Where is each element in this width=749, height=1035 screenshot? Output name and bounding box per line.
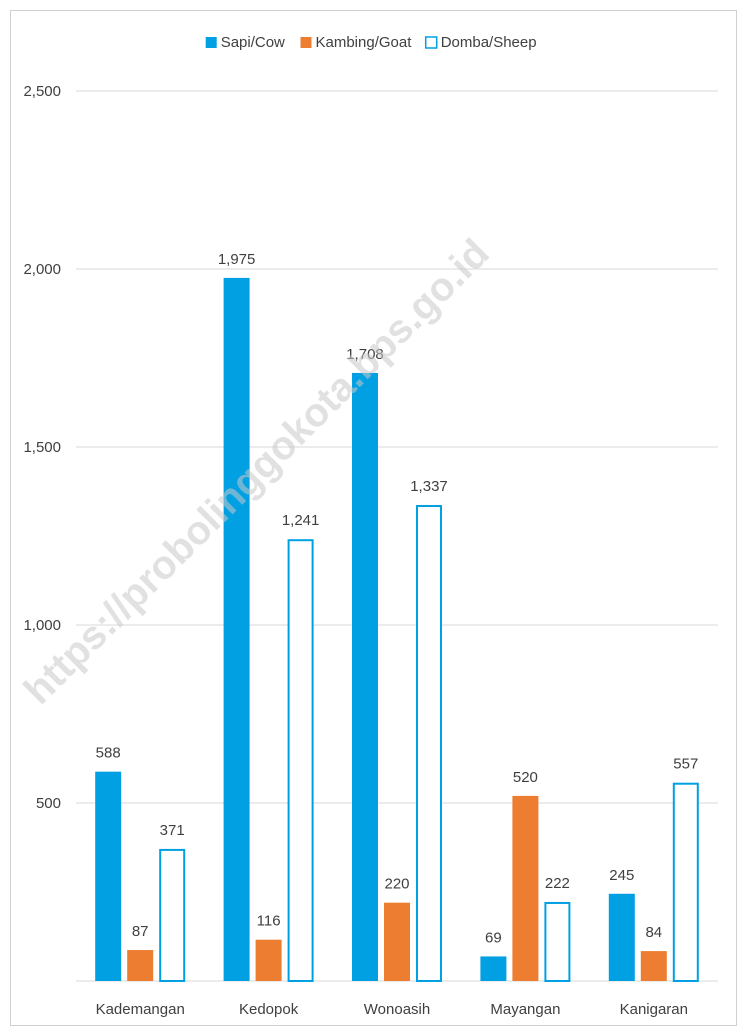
category-label: Mayangan bbox=[490, 1001, 560, 1018]
chart-frame: 500 1,000 1,500 2,000 2,500 588 87 371 1,975 116… bbox=[10, 10, 737, 1026]
y-tick-label: 1,500 bbox=[23, 439, 61, 456]
data-label: 557 bbox=[673, 756, 698, 773]
y-tick-label: 1,000 bbox=[23, 617, 61, 634]
y-tick-label: 2,500 bbox=[23, 83, 61, 100]
data-label: 87 bbox=[132, 923, 149, 940]
bar-sheep-mayangan bbox=[544, 901, 571, 983]
bar-cow-kademangan bbox=[95, 771, 122, 981]
data-label: 1,241 bbox=[282, 512, 320, 529]
bar-sheep-kademangan bbox=[159, 848, 186, 983]
data-label: 69 bbox=[485, 929, 502, 946]
bar-goat-wonoasih bbox=[384, 902, 410, 981]
data-label: 116 bbox=[257, 913, 281, 930]
legend: Sapi/Cow Kambing/Goat Domba/Sheep bbox=[205, 34, 537, 51]
data-label: 1,975 bbox=[218, 251, 256, 268]
category-label: Wonoasih bbox=[364, 1001, 430, 1018]
bar-goat-mayangan bbox=[512, 795, 539, 981]
data-labels: 588 87 371 1,975 116 1,241 1,708 220 1,337 69 520 2… bbox=[96, 251, 699, 947]
bar-cow-wonoasih bbox=[352, 372, 378, 981]
category-label: Kedopok bbox=[239, 1001, 299, 1018]
bars bbox=[95, 277, 699, 983]
category-label: Kademangan bbox=[96, 1001, 185, 1018]
data-label: 520 bbox=[513, 769, 538, 786]
legend-label: Kambing/Goat bbox=[316, 34, 413, 51]
data-label: 220 bbox=[384, 876, 409, 893]
data-label: 222 bbox=[545, 875, 570, 892]
bar-goat-kanigaran bbox=[640, 951, 667, 981]
bar-cow-kanigaran bbox=[608, 893, 635, 981]
legend-swatch bbox=[424, 36, 438, 49]
y-axis-ticks: 500 1,000 1,500 2,000 2,500 bbox=[23, 83, 61, 812]
data-label: 1,708 bbox=[346, 346, 384, 363]
category-label: Kanigaran bbox=[620, 1001, 688, 1018]
data-label: 1,337 bbox=[410, 478, 448, 495]
bar-cow-mayangan bbox=[480, 956, 507, 981]
bar-chart: 500 1,000 1,500 2,000 2,500 588 87 371 1,975 116… bbox=[16, 34, 718, 1018]
legend-label: Domba/Sheep bbox=[441, 34, 537, 51]
y-tick-label: 2,000 bbox=[23, 261, 61, 278]
y-tick-label: 500 bbox=[36, 795, 61, 812]
legend-swatch bbox=[300, 37, 312, 48]
bar-sheep-kedopok bbox=[287, 539, 314, 982]
bar-cow-kedopok bbox=[223, 277, 250, 981]
data-label: 588 bbox=[96, 745, 121, 762]
bar-sheep-wonoasih bbox=[416, 505, 442, 982]
bar-goat-kademangan bbox=[127, 950, 154, 981]
bar-goat-kedopok bbox=[255, 939, 282, 981]
data-label: 84 bbox=[645, 924, 662, 941]
data-label: 245 bbox=[609, 867, 634, 884]
legend-swatch bbox=[205, 37, 217, 48]
data-label: 371 bbox=[160, 822, 185, 839]
category-labels: Kademangan Kedopok Wonoasih Mayangan Kanigar… bbox=[96, 1001, 688, 1018]
legend-label: Sapi/Cow bbox=[221, 34, 285, 51]
bar-sheep-kanigaran bbox=[672, 782, 699, 983]
